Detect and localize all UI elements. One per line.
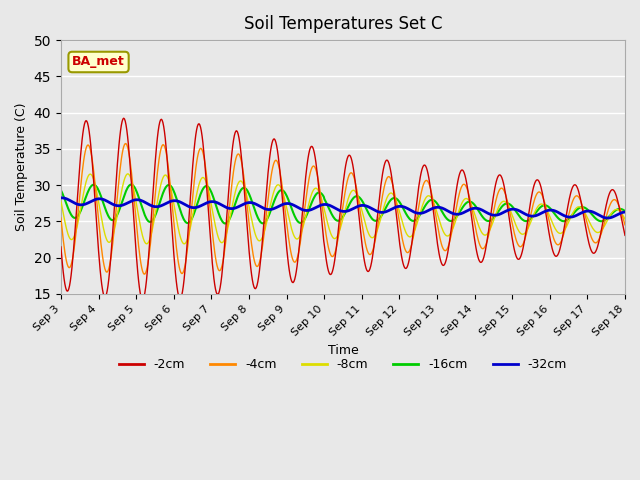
- Legend: -2cm, -4cm, -8cm, -16cm, -32cm: -2cm, -4cm, -8cm, -16cm, -32cm: [114, 353, 572, 376]
- Title: Soil Temperatures Set C: Soil Temperatures Set C: [244, 15, 442, 33]
- X-axis label: Time: Time: [328, 344, 358, 357]
- Y-axis label: Soil Temperature (C): Soil Temperature (C): [15, 103, 28, 231]
- Text: BA_met: BA_met: [72, 56, 125, 69]
